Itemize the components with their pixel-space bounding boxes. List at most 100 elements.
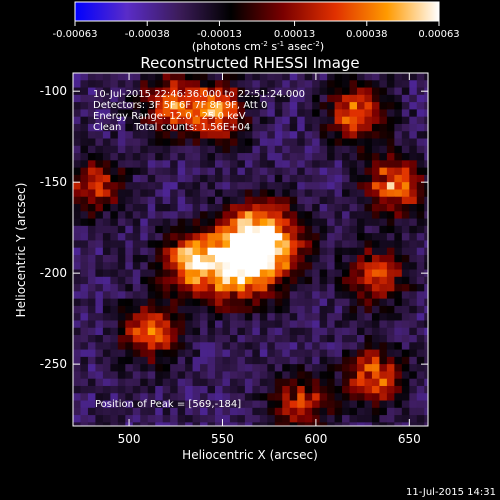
heatmap-cell bbox=[95, 385, 104, 394]
heatmap-cell bbox=[102, 138, 111, 147]
heatmap-cell bbox=[267, 342, 276, 351]
heatmap-cell bbox=[342, 138, 351, 147]
heatmap-cell bbox=[244, 327, 253, 336]
heatmap-cell bbox=[237, 123, 246, 132]
heatmap-cell bbox=[327, 262, 336, 271]
heatmap-cell bbox=[177, 400, 186, 409]
heatmap-cell bbox=[147, 204, 156, 212]
heatmap-cell bbox=[155, 262, 164, 271]
heatmap-cell bbox=[125, 298, 134, 307]
heatmap-cell bbox=[274, 262, 283, 271]
heatmap-cell bbox=[267, 73, 276, 81]
heatmap-cell bbox=[409, 174, 418, 183]
heatmap-cell bbox=[364, 415, 373, 423]
heatmap-cell bbox=[394, 393, 403, 402]
heatmap-cell bbox=[102, 269, 111, 278]
heatmap-cell bbox=[371, 240, 380, 249]
heatmap-cell bbox=[312, 269, 321, 278]
heatmap-cell bbox=[73, 298, 81, 307]
heatmap-cell bbox=[432, 102, 440, 110]
heatmap-cell bbox=[102, 182, 111, 190]
heatmap-cell bbox=[379, 233, 388, 241]
heatmap-cell bbox=[170, 313, 179, 321]
heatmap-cell bbox=[259, 123, 268, 132]
heatmap-cell bbox=[222, 320, 231, 329]
heatmap-cell bbox=[200, 131, 209, 140]
heatmap-cell bbox=[379, 116, 388, 125]
heatmap-cell bbox=[222, 102, 231, 110]
heatmap-cell bbox=[274, 320, 283, 329]
heatmap-cell bbox=[200, 196, 209, 205]
heatmap-cell bbox=[140, 233, 149, 241]
heatmap-cell bbox=[424, 276, 428, 285]
heatmap-cell bbox=[327, 269, 336, 278]
heatmap-cell bbox=[244, 116, 253, 125]
heatmap-cell bbox=[267, 284, 276, 292]
heatmap-cell bbox=[237, 94, 246, 103]
heatmap-cell bbox=[207, 385, 216, 394]
heatmap-cell bbox=[409, 327, 418, 336]
heatmap-cell bbox=[147, 247, 156, 256]
heatmap-cell bbox=[319, 284, 328, 292]
heatmap-cell bbox=[185, 123, 194, 132]
heatmap-cell bbox=[342, 407, 351, 416]
heatmap-cell bbox=[416, 415, 425, 423]
heatmap-cell bbox=[162, 335, 171, 343]
heatmap-cell bbox=[319, 313, 328, 321]
heatmap-cell bbox=[327, 196, 336, 205]
heatmap-cell bbox=[87, 342, 96, 351]
heatmap-cell bbox=[207, 218, 216, 227]
heatmap-cell bbox=[162, 196, 171, 205]
heatmap-cell bbox=[110, 204, 119, 212]
heatmap-cell bbox=[110, 327, 119, 336]
heatmap-cell bbox=[394, 204, 403, 212]
heatmap-cell bbox=[252, 291, 261, 300]
heatmap-cell bbox=[327, 327, 336, 336]
heatmap-cell bbox=[87, 335, 96, 343]
heatmap-cell bbox=[237, 400, 246, 409]
heatmap-cell bbox=[95, 218, 104, 227]
heatmap-cell bbox=[110, 313, 119, 321]
heatmap-cell bbox=[342, 73, 351, 81]
heatmap-cell bbox=[432, 160, 440, 168]
heatmap-cell bbox=[401, 422, 410, 426]
heatmap-cell bbox=[222, 371, 231, 380]
heatmap-cell bbox=[215, 356, 223, 365]
heatmap-cell bbox=[162, 138, 171, 147]
heatmap-cell bbox=[274, 174, 283, 183]
heatmap-cell bbox=[155, 87, 164, 96]
heatmap-cell bbox=[200, 269, 209, 278]
heatmap-cell bbox=[327, 393, 336, 402]
heatmap-cell bbox=[222, 400, 231, 409]
heatmap-cell bbox=[87, 73, 96, 81]
heatmap-cell bbox=[200, 254, 209, 263]
heatmap-cell bbox=[117, 356, 126, 365]
heatmap-cell bbox=[155, 204, 164, 212]
heatmap-cell bbox=[147, 218, 156, 227]
heatmap-cell bbox=[170, 189, 179, 198]
heatmap-cell bbox=[379, 123, 388, 132]
heatmap-cell bbox=[73, 407, 81, 416]
heatmap-cell bbox=[132, 73, 141, 81]
heatmap-cell bbox=[237, 211, 246, 220]
heatmap-cell bbox=[215, 109, 223, 118]
heatmap-cell bbox=[110, 371, 119, 380]
heatmap-cell bbox=[371, 123, 380, 132]
heatmap-cell bbox=[132, 276, 141, 285]
heatmap-cell bbox=[215, 102, 223, 110]
heatmap-cell bbox=[132, 298, 141, 307]
heatmap-cell bbox=[394, 123, 403, 132]
heatmap-cell bbox=[289, 320, 298, 329]
heatmap-cell bbox=[162, 415, 171, 423]
heatmap-cell bbox=[416, 305, 425, 314]
heatmap-cell bbox=[117, 335, 126, 343]
heatmap-cell bbox=[200, 225, 209, 234]
heatmap-cell bbox=[349, 298, 358, 307]
heatmap-cell bbox=[200, 262, 209, 271]
heatmap-cell bbox=[110, 160, 119, 169]
heatmap-cell bbox=[147, 87, 156, 96]
heatmap-cell bbox=[259, 131, 268, 140]
heatmap-cell bbox=[215, 305, 223, 314]
heatmap-cell bbox=[237, 247, 246, 256]
heatmap-cell bbox=[432, 233, 440, 241]
